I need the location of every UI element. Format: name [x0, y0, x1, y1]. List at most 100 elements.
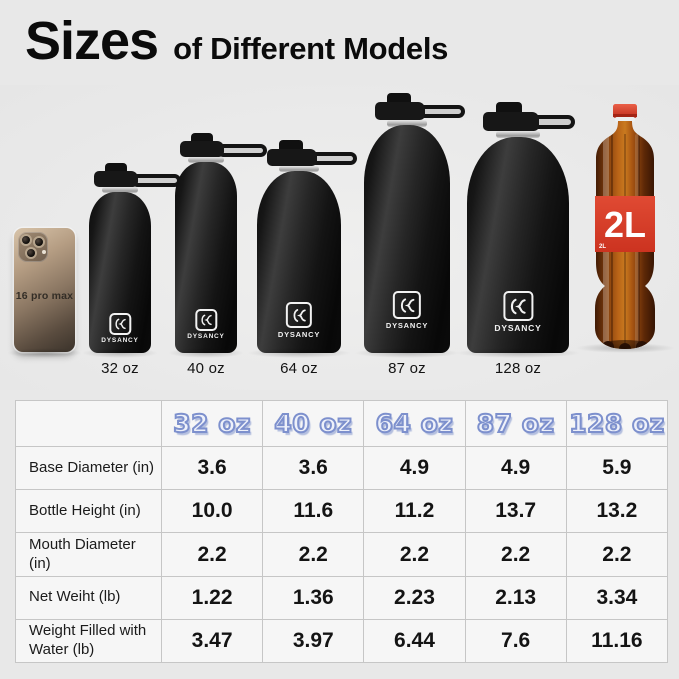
brand-logo: DYSANCY: [386, 291, 428, 330]
camera-lens-icon: [25, 247, 37, 259]
table-cell-value: 13.7: [464, 489, 567, 534]
bottle-64oz-image: DYSANCY: [246, 140, 357, 358]
table-row: Mouth Diameter (in) 2.2 2.2 2.2 2.2 2.2: [15, 532, 669, 577]
bottle-caption-128oz: 128 oz: [494, 360, 542, 377]
bottle-steel-collar: [188, 157, 224, 163]
phone-shadow: [6, 348, 83, 358]
table-row-label: Base Diameter (in): [15, 446, 162, 491]
bottle-lid: [180, 141, 224, 157]
bottle-shadow: [454, 348, 582, 358]
brand-logo: DYSANCY: [187, 309, 224, 340]
brand-logo: DYSANCY: [494, 291, 541, 333]
bottle-body: [175, 162, 237, 353]
bottle-40oz-image: DYSANCY: [167, 133, 267, 358]
brand-name: DYSANCY: [277, 330, 321, 339]
table-corner-cell: [15, 399, 162, 448]
brand-logo-icon: [194, 309, 217, 331]
table-cell-value: 10.0: [160, 489, 264, 534]
brand-name: DYSANCY: [494, 323, 542, 333]
table-cell-value: 7.6: [464, 618, 567, 664]
table-cell-value: 2.13: [464, 575, 567, 620]
table-cell-value: 11.2: [363, 489, 466, 534]
table-col-header-87oz: 87 oz: [464, 399, 567, 448]
bottle-steel-collar: [279, 166, 319, 172]
iphone-back-image: 16 pro max: [6, 228, 83, 358]
camera-module-icon: [18, 232, 48, 262]
brand-logo-icon: [393, 291, 421, 319]
camera-lens-icon: [33, 236, 45, 248]
brand-logo-icon: [502, 291, 533, 321]
camera-flash-icon: [42, 250, 46, 254]
table-cell-value: 5.9: [565, 446, 669, 491]
bottle-body: [257, 171, 341, 353]
bottle-spout-knob: [191, 133, 213, 144]
bottle-caption-40oz: 40 oz: [187, 360, 225, 377]
bottle-lid: [483, 112, 539, 131]
bottle-steel-collar: [387, 120, 427, 127]
bottle-body: [364, 125, 450, 353]
bottle-caption-64oz: 64 oz: [280, 360, 318, 377]
table-cell-value: 4.9: [464, 446, 567, 491]
table-col-header-32oz: 32 oz: [160, 399, 264, 448]
cola-bottle-graphic: 2L 2L: [595, 104, 655, 349]
title-highlight: Sizes: [25, 11, 159, 71]
table-cell-value: 4.9: [363, 446, 466, 491]
table-cell-value: 13.2: [565, 489, 669, 534]
table-row: Bottle Height (in) 10.0 11.6 11.2 13.7 1…: [15, 489, 669, 534]
bottle-shadow: [167, 348, 245, 358]
bottle-lid: [267, 149, 317, 166]
table-cell-value: 3.34: [565, 575, 669, 620]
cola-label-band: [595, 196, 655, 252]
table-cell-value: 6.44: [363, 618, 466, 664]
bottle-body: [89, 192, 151, 353]
brand-name: DYSANCY: [385, 321, 429, 330]
brand-logo: DYSANCY: [278, 302, 320, 339]
table-cell-value: 3.97: [262, 618, 365, 664]
table-cell-value: 2.2: [464, 532, 567, 577]
cola-volume-small-label: 2L: [599, 244, 606, 250]
bottle-shadow: [81, 348, 159, 358]
table-col-header-128oz: 128 oz: [565, 399, 669, 448]
table-row-label: Weight Filled with Water (lb): [15, 618, 162, 664]
table-cell-value: 11.16: [565, 618, 669, 664]
brand-name: DYSANCY: [101, 337, 139, 344]
table-cell-value: 2.2: [262, 532, 365, 577]
bottle-body: [467, 137, 569, 353]
table-cell-value: 2.23: [363, 575, 466, 620]
table-cell-value: 3.6: [262, 446, 365, 491]
bottle-shadow: [246, 348, 352, 358]
table-cell-value: 1.22: [160, 575, 264, 620]
bottle-87oz-image: DYSANCY: [353, 93, 465, 358]
table-row-label: Bottle Height (in): [15, 489, 162, 534]
bottle-lid: [94, 171, 138, 187]
table-cell-value: 3.6: [160, 446, 264, 491]
title-rest: of Different Models: [173, 31, 449, 66]
table-col-header-40oz: 40 oz: [262, 399, 365, 448]
table-row: Net Weiht (lb) 1.22 1.36 2.23 2.13 3.34: [15, 575, 669, 620]
bottle-shadow: [353, 348, 461, 358]
table-cell-value: 2.2: [565, 532, 669, 577]
bottle-128oz-image: DYSANCY: [454, 102, 582, 358]
cola-2l-bottle-image: 2L 2L: [575, 104, 675, 355]
page-title: Sizes of Different Models: [25, 10, 448, 72]
bottle-lid: [375, 102, 425, 120]
brand-name: DYSANCY: [187, 333, 225, 340]
brand-logo: DYSANCY: [101, 313, 138, 344]
bottle-steel-collar: [102, 187, 138, 193]
table-row-label: Mouth Diameter (in): [15, 532, 162, 577]
bottle-spout-knob: [496, 102, 522, 115]
table-header-row: 32 oz 40 oz 64 oz 87 oz 128 oz: [15, 399, 669, 448]
table-col-header-64oz: 64 oz: [363, 399, 466, 448]
bottle-steel-collar: [496, 131, 540, 138]
bottle-spout-knob: [105, 163, 127, 174]
table-cell-value: 3.47: [160, 618, 264, 664]
table-cell-value: 11.6: [262, 489, 365, 534]
table-cell-value: 2.2: [363, 532, 466, 577]
size-comparison-table: 32 oz 40 oz 64 oz 87 oz 128 oz Base Diam…: [15, 399, 669, 664]
camera-lens-icon: [20, 234, 32, 246]
brand-logo-icon: [108, 313, 131, 335]
table-cell-value: 1.36: [262, 575, 365, 620]
bottle-32oz-image: DYSANCY: [81, 163, 181, 358]
table-row: Weight Filled with Water (lb) 3.47 3.97 …: [15, 618, 669, 664]
